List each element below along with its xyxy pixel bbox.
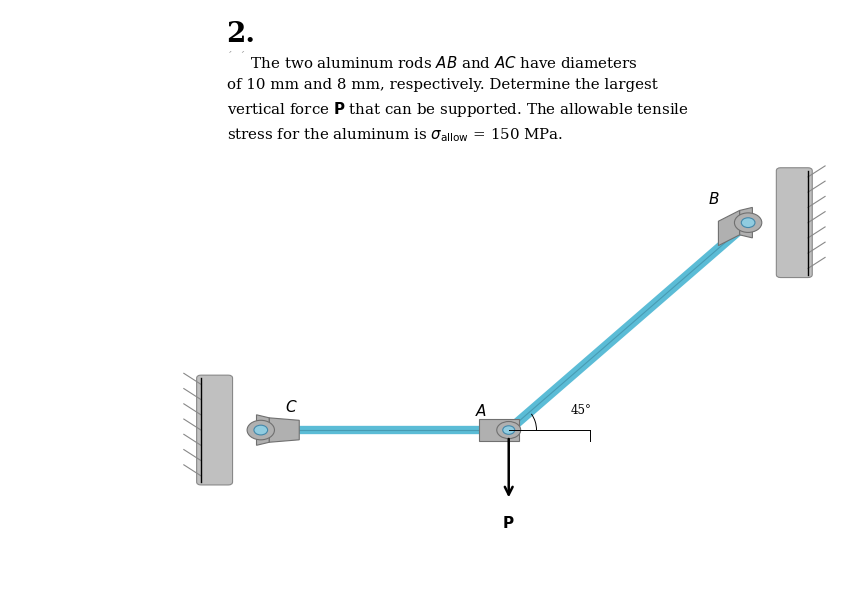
Circle shape [734, 213, 762, 232]
Text: ´  ´: ´ ´ [227, 52, 245, 62]
Text: $A$: $A$ [475, 403, 487, 419]
Text: 45°: 45° [570, 404, 591, 417]
Circle shape [497, 422, 521, 439]
FancyBboxPatch shape [776, 168, 812, 278]
Text: The two aluminum rods $AB$ and $AC$ have diameters
of 10 mm and 8 mm, respective: The two aluminum rods $AB$ and $AC$ have… [227, 55, 688, 145]
Circle shape [247, 420, 274, 440]
Polygon shape [269, 418, 299, 442]
Circle shape [741, 218, 755, 228]
Polygon shape [256, 415, 269, 445]
Text: $B$: $B$ [708, 192, 720, 207]
Text: 2.: 2. [227, 21, 256, 48]
Circle shape [254, 425, 268, 435]
Polygon shape [740, 207, 752, 238]
Text: $\mathbf{P}$: $\mathbf{P}$ [503, 515, 515, 531]
FancyBboxPatch shape [197, 375, 233, 485]
Circle shape [503, 426, 515, 434]
Polygon shape [718, 210, 740, 246]
Text: $C$: $C$ [285, 399, 298, 415]
Polygon shape [479, 419, 519, 441]
